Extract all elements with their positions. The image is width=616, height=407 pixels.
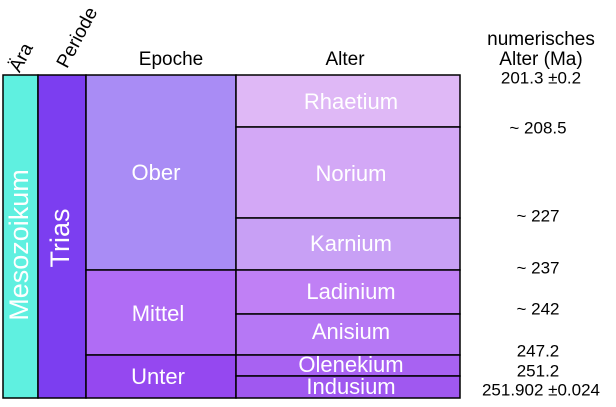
stage-label: Olenekium [298, 352, 403, 377]
age-label: 251.902 ±0.024 [482, 380, 600, 399]
stage-label: Karnium [310, 231, 392, 256]
stage-cell [235, 74, 461, 128]
period-cell [37, 74, 87, 399]
stage-cell [235, 217, 461, 271]
epoch-label: Unter [131, 364, 185, 389]
stage-label: Norium [316, 161, 387, 186]
age-label: 247.2 [517, 341, 560, 360]
header: Alter (Ma) [499, 49, 582, 70]
era-label: Mesozoikum [4, 169, 34, 321]
epoch-cell [85, 74, 237, 271]
header: Periode [53, 4, 102, 72]
age-label: ~ 208.5 [509, 118, 566, 137]
epoch-label: Mittel [132, 301, 185, 326]
header: Alter [325, 49, 365, 70]
age-label: ~ 227 [516, 206, 559, 225]
header: numerisches [487, 29, 595, 50]
age-label: 201.3 ±0.2 [501, 68, 581, 87]
stage-label: Anisium [312, 319, 390, 344]
header: Epoche [139, 49, 203, 70]
epoch-label: Ober [132, 160, 181, 185]
stage-label: Ladinium [306, 279, 395, 304]
stage-cell [235, 375, 461, 399]
age-label: 251.2 [517, 361, 560, 380]
epoch-cell [85, 269, 237, 356]
stage-cell [235, 313, 461, 356]
epoch-cell [85, 354, 237, 399]
age-label: ~ 237 [516, 258, 559, 277]
header: Ära [5, 39, 38, 75]
stage-label: Rhaetium [304, 89, 398, 114]
age-label: ~ 242 [516, 299, 559, 318]
era-cell [2, 74, 39, 399]
period-label: Trias [45, 209, 75, 268]
stage-label: Indusium [306, 374, 395, 399]
